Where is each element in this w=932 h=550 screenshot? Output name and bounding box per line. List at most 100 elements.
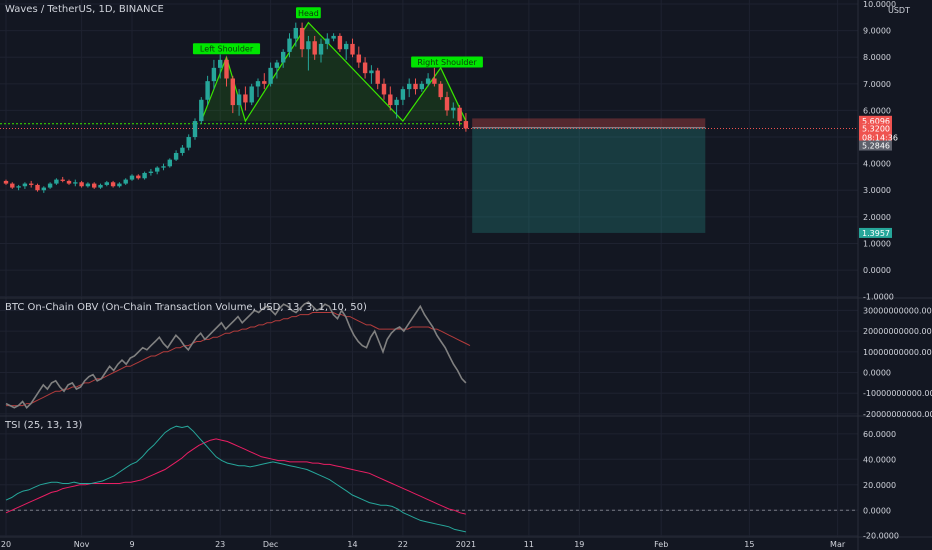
candle[interactable] — [350, 38, 355, 58]
candle[interactable] — [192, 118, 198, 140]
candle-body — [104, 182, 109, 185]
candle[interactable] — [218, 54, 223, 79]
candle[interactable] — [381, 78, 387, 100]
candle[interactable] — [312, 35, 317, 60]
candle[interactable] — [85, 182, 91, 188]
candle[interactable] — [444, 91, 450, 116]
candle[interactable] — [438, 81, 443, 100]
candle[interactable] — [148, 168, 154, 176]
candle[interactable] — [419, 81, 424, 92]
tsi-axis[interactable]: 60.0000 40.0000 20.0000 0.0000 -20.0000 — [863, 430, 899, 541]
obv-line[interactable] — [5, 301, 467, 409]
candle[interactable] — [211, 59, 217, 90]
candle[interactable] — [224, 57, 229, 87]
candle[interactable] — [375, 67, 380, 90]
candle[interactable] — [457, 105, 462, 127]
candle[interactable] — [110, 180, 116, 188]
candle[interactable] — [54, 178, 59, 185]
candle[interactable] — [407, 78, 412, 98]
candle[interactable] — [155, 166, 160, 175]
candle[interactable] — [299, 22, 305, 58]
candle[interactable] — [400, 86, 406, 106]
candle[interactable] — [73, 179, 78, 187]
obv-series[interactable] — [5, 301, 471, 409]
obv-axis[interactable]: 30000000000.0000 20000000000.0000 10000000… — [863, 306, 932, 419]
candle[interactable] — [79, 180, 84, 188]
candle[interactable] — [29, 180, 34, 188]
candle[interactable] — [413, 78, 418, 95]
candle[interactable] — [325, 33, 330, 50]
candle[interactable] — [161, 163, 166, 171]
candle-body — [381, 83, 387, 95]
candle[interactable] — [394, 97, 399, 119]
candle-body — [438, 83, 443, 98]
candle[interactable] — [230, 75, 235, 114]
price-tick-label: 7.0000 — [863, 80, 891, 89]
candle[interactable] — [262, 73, 267, 90]
candle-body — [451, 107, 456, 111]
candle[interactable] — [16, 184, 21, 191]
pattern-label-bg — [192, 43, 261, 55]
time-tick-label: 22 — [398, 540, 408, 549]
candle[interactable] — [173, 150, 179, 161]
candle[interactable] — [41, 186, 46, 193]
candle[interactable] — [142, 171, 147, 180]
candle[interactable] — [47, 182, 53, 189]
stop-loss-zone[interactable] — [472, 118, 706, 128]
candle[interactable] — [136, 174, 141, 180]
price-tick-label: 0.0000 — [863, 266, 891, 275]
candle[interactable] — [388, 86, 393, 111]
price-tick-label: 4.0000 — [863, 160, 891, 169]
candlestick-series[interactable] — [3, 22, 469, 193]
candle[interactable] — [3, 179, 9, 185]
short-position-box[interactable] — [472, 118, 706, 233]
candle[interactable] — [243, 86, 248, 111]
candle[interactable] — [281, 49, 286, 68]
candle[interactable] — [318, 38, 324, 63]
candle[interactable] — [356, 46, 361, 68]
candle[interactable] — [274, 59, 280, 79]
candle[interactable] — [369, 65, 374, 84]
price-tag-label: 5.6096 — [862, 117, 890, 126]
candle[interactable] — [293, 22, 298, 47]
candle[interactable] — [22, 182, 28, 189]
tsi-line[interactable] — [5, 425, 467, 533]
candle[interactable] — [362, 57, 368, 79]
candle[interactable] — [98, 183, 103, 189]
candle[interactable] — [10, 182, 15, 189]
time-axis[interactable]: 20 Nov 9 23 Dec 14 22 2021 11 19 Feb 15 Mar — [1, 540, 846, 549]
price-tag: 1.3957 — [859, 227, 892, 238]
candle-body — [400, 89, 406, 100]
candle[interactable] — [268, 62, 273, 87]
candle[interactable] — [35, 183, 40, 192]
candle[interactable] — [92, 182, 97, 189]
candle[interactable] — [167, 158, 172, 168]
candle[interactable] — [186, 134, 191, 151]
candle[interactable] — [129, 174, 135, 181]
tsi-series[interactable] — [5, 425, 467, 533]
candle[interactable] — [331, 33, 336, 42]
candle[interactable] — [60, 176, 65, 183]
candle[interactable] — [199, 97, 204, 124]
candle[interactable] — [236, 89, 242, 116]
candle[interactable] — [66, 179, 72, 185]
candle[interactable] — [432, 67, 437, 87]
candle[interactable] — [123, 178, 128, 185]
candle[interactable] — [344, 41, 349, 60]
candle[interactable] — [205, 75, 210, 106]
candle[interactable] — [451, 102, 456, 119]
price-tag: 08:14:36 — [859, 132, 898, 143]
candle[interactable] — [463, 113, 469, 132]
take-profit-zone[interactable] — [472, 127, 706, 233]
candle[interactable] — [287, 33, 292, 58]
candle[interactable] — [104, 180, 109, 187]
candle[interactable] — [117, 182, 122, 188]
candle[interactable] — [255, 78, 261, 98]
candle[interactable] — [337, 33, 343, 52]
candle[interactable] — [180, 145, 185, 156]
candle[interactable] — [249, 83, 254, 106]
tsi-signal-line[interactable] — [5, 438, 467, 515]
candle[interactable] — [425, 73, 431, 87]
candle[interactable] — [306, 35, 311, 71]
